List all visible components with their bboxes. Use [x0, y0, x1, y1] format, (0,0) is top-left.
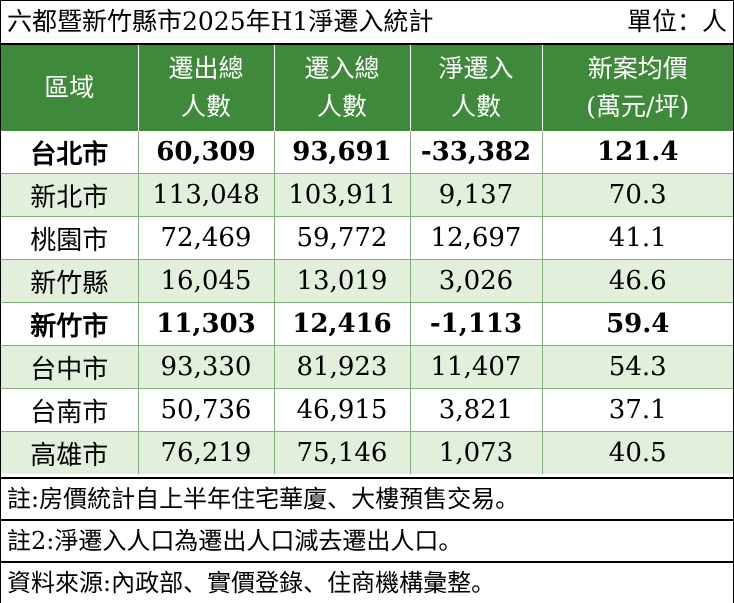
data-table: 區域 遷出總人數 遷入總人數 淨遷入人數 新案均價 (萬元/坪) 台北市 60,30…	[1, 45, 733, 474]
cell-in-migration: 75,146	[273, 431, 410, 474]
header-net-line1: 淨遷入	[438, 54, 514, 83]
cell-avg-price: 70.3	[541, 173, 733, 217]
unit-label: 單位：人	[626, 7, 727, 36]
cell-net-migration: 12,697	[409, 216, 542, 260]
header-in-line1: 遷入總	[304, 54, 380, 83]
header-price-line2: (萬元/坪)	[586, 92, 690, 121]
header-net-migration: 淨遷入 人數	[409, 45, 542, 131]
cell-net-migration: -33,382	[409, 131, 542, 174]
table-row: 台南市 50,736 46,915 3,821 37.1	[1, 388, 733, 432]
cell-out-migration: 50,736	[137, 388, 274, 432]
header-new-project-price: 新案均價 (萬元/坪)	[541, 45, 733, 131]
header-in-migration: 遷入總 人數	[273, 45, 410, 131]
table-row: 台中市 93,330 81,923 11,407 54.3	[1, 345, 733, 389]
cell-out-migration: 76,219	[137, 431, 274, 474]
cell-out-migration: 72,469	[137, 216, 274, 260]
cell-region: 高雄市	[1, 431, 138, 474]
header-out-line2: 人數	[180, 92, 231, 121]
note-net-migration: 註2:淨遷入人口為遷出人口減去遷出人口。	[1, 521, 733, 563]
note-data-source: 資料來源:內政部、實價登錄、住商機構彙整。	[1, 563, 733, 603]
table-row: 高雄市 76,219 75,146 1,073 40.5	[1, 431, 733, 474]
table-row: 台北市 60,309 93,691 -33,382 121.4	[1, 131, 733, 174]
header-price-line1: 新案均價	[587, 54, 688, 83]
cell-out-migration: 11,303	[137, 302, 274, 346]
table-row: 新北市 113,048 103,911 9,137 70.3	[1, 173, 733, 217]
cell-avg-price: 40.5	[541, 431, 733, 474]
cell-avg-price: 59.4	[541, 302, 733, 346]
cell-out-migration: 113,048	[137, 173, 274, 217]
cell-net-migration: 11,407	[409, 345, 542, 389]
cell-region: 新竹縣	[1, 259, 138, 303]
table-row: 新竹縣 16,045 13,019 3,026 46.6	[1, 259, 733, 303]
cell-out-migration: 16,045	[137, 259, 274, 303]
table-title: 六都暨新竹縣市2025年H1淨遷入統計	[7, 7, 434, 36]
header-out-line1: 遷出總	[168, 54, 244, 83]
cell-region: 台南市	[1, 388, 138, 432]
cell-region: 新北市	[1, 173, 138, 217]
header-region-label: 區域	[44, 73, 95, 102]
cell-in-migration: 59,772	[273, 216, 410, 260]
cell-avg-price: 37.1	[541, 388, 733, 432]
cell-region: 台北市	[1, 131, 138, 174]
cell-out-migration: 60,309	[137, 131, 274, 174]
header-region: 區域	[1, 45, 138, 131]
header-in-line2: 人數	[316, 92, 367, 121]
cell-net-migration: 1,073	[409, 431, 542, 474]
title-bar: 六都暨新竹縣市2025年H1淨遷入統計 單位：人	[1, 1, 733, 45]
cell-region: 新竹市	[1, 302, 138, 346]
table-row: 桃園市 72,469 59,772 12,697 41.1	[1, 216, 733, 260]
cell-net-migration: 9,137	[409, 173, 542, 217]
cell-in-migration: 103,911	[273, 173, 410, 217]
cell-avg-price: 46.6	[541, 259, 733, 303]
cell-avg-price: 121.4	[541, 131, 733, 174]
header-row: 區域 遷出總人數 遷入總人數 淨遷入人數 新案均價 (萬元/坪)	[1, 45, 733, 131]
cell-in-migration: 46,915	[273, 388, 410, 432]
cell-net-migration: -1,113	[409, 302, 542, 346]
table-row: 新竹市 11,303 12,416 -1,113 59.4	[1, 302, 733, 346]
cell-in-migration: 13,019	[273, 259, 410, 303]
note-price-source: 註:房價統計自上半年住宅華廈、大樓預售交易。	[1, 479, 733, 521]
cell-in-migration: 93,691	[273, 131, 410, 174]
cell-out-migration: 93,330	[137, 345, 274, 389]
header-net-line2: 人數	[450, 92, 501, 121]
header-out-migration: 遷出總 人數	[137, 45, 274, 131]
cell-avg-price: 41.1	[541, 216, 733, 260]
cell-region: 桃園市	[1, 216, 138, 260]
cell-region: 台中市	[1, 345, 138, 389]
notes-section: 註:房價統計自上半年住宅華廈、大樓預售交易。 註2:淨遷入人口為遷出人口減去遷出…	[1, 477, 733, 603]
cell-avg-price: 54.3	[541, 345, 733, 389]
cell-in-migration: 12,416	[273, 302, 410, 346]
cell-net-migration: 3,026	[409, 259, 542, 303]
cell-net-migration: 3,821	[409, 388, 542, 432]
cell-in-migration: 81,923	[273, 345, 410, 389]
